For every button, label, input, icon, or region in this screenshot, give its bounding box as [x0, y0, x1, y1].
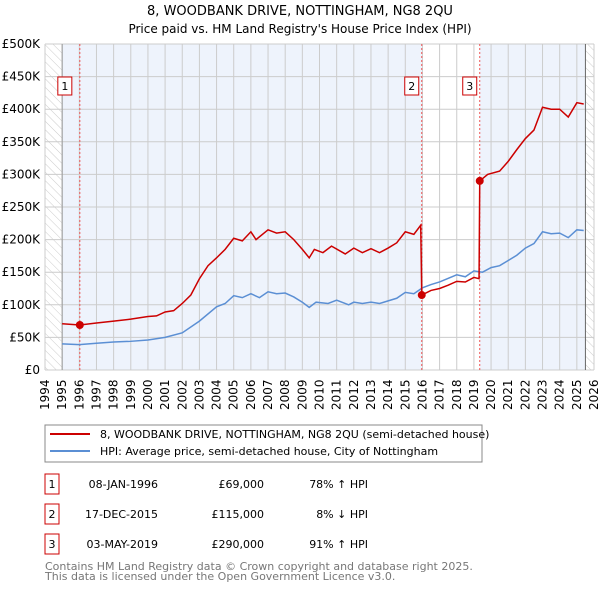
y-tick-label: £350K — [2, 135, 42, 149]
x-tick-label: 2015 — [398, 379, 412, 410]
x-tick-label: 1995 — [55, 379, 69, 410]
sale-point — [417, 291, 426, 300]
y-tick-label: £50K — [9, 330, 41, 344]
sale-label-box — [404, 76, 420, 96]
chart-subtitle: Price paid vs. HM Land Registry's House … — [128, 22, 471, 36]
x-tick-label: 2010 — [313, 379, 327, 410]
x-tick-label: 2000 — [141, 379, 155, 410]
sale-row-number: 1 — [49, 478, 56, 491]
x-tick-label: 1994 — [38, 379, 52, 410]
x-tick-label: 2011 — [330, 379, 344, 410]
property-price-line — [62, 101, 584, 326]
x-tick-label: 2023 — [536, 379, 550, 410]
footer-line-1: Contains HM Land Registry data © Crown c… — [45, 560, 473, 573]
x-tick-label: 2016 — [415, 379, 429, 410]
x-tick-label: 2012 — [347, 379, 361, 410]
x-tick-label: 2001 — [158, 379, 172, 410]
x-tick-label: 2008 — [278, 379, 292, 410]
sale-label-box — [57, 76, 73, 96]
x-tick-label: 1997 — [89, 379, 103, 410]
footer-line-2: This data is licensed under the Open Gov… — [44, 570, 395, 583]
x-tick-label: 2020 — [484, 379, 498, 410]
x-tick-label: 1999 — [124, 379, 138, 410]
sale-row-number: 2 — [49, 508, 56, 521]
x-tick-label: 1998 — [107, 379, 121, 410]
sale-row-hpi: 8% ↓ HPI — [316, 508, 368, 521]
x-tick-label: 2003 — [192, 379, 206, 410]
y-tick-label: £500K — [2, 37, 42, 51]
sale-row-date: 17-DEC-2015 — [85, 508, 158, 521]
sale-row-badge — [44, 503, 60, 525]
x-tick-label: 2006 — [244, 379, 258, 410]
x-tick-label: 2009 — [295, 379, 309, 410]
y-tick-label: £400K — [2, 102, 42, 116]
sale-row-badge — [44, 473, 60, 495]
sale-label: 1 — [61, 80, 68, 93]
hpi-line — [62, 229, 584, 346]
sale-row-hpi: 91% ↑ HPI — [309, 538, 368, 551]
sale-row-badge — [44, 533, 60, 555]
y-tick-label: £0 — [25, 363, 40, 377]
sale-label: 2 — [408, 80, 415, 93]
x-tick-label: 2025 — [570, 379, 584, 410]
x-tick-label: 2004 — [210, 379, 224, 410]
legend-box — [44, 424, 483, 463]
x-tick-label: 2013 — [364, 379, 378, 410]
x-tick-label: 2018 — [450, 379, 464, 410]
x-tick-label: 2019 — [467, 379, 481, 410]
y-tick-label: £200K — [2, 233, 42, 247]
x-tick-label: 2022 — [518, 379, 532, 410]
sale-row-number: 3 — [49, 538, 56, 551]
x-tick-label: 2017 — [433, 379, 447, 410]
sale-row-price: £290,000 — [212, 538, 265, 551]
x-tick-label: 2005 — [227, 379, 241, 410]
x-tick-label: 2024 — [553, 379, 567, 410]
y-tick-label: £450K — [2, 70, 42, 84]
y-tick-label: £250K — [2, 200, 42, 214]
x-tick-label: 2014 — [381, 379, 395, 410]
x-tick-label: 2021 — [501, 379, 515, 410]
y-tick-label: £300K — [2, 167, 42, 181]
sale-label: 3 — [466, 80, 473, 93]
sale-row-date: 03-MAY-2019 — [86, 538, 158, 551]
y-tick-label: £150K — [2, 265, 42, 279]
x-tick-label: 2002 — [175, 379, 189, 410]
x-tick-label: 2026 — [587, 379, 600, 410]
sale-row-price: £69,000 — [219, 478, 265, 491]
sale-label-box — [462, 76, 478, 96]
sale-row-price: £115,000 — [212, 508, 265, 521]
x-tick-label: 1996 — [72, 379, 86, 410]
sale-row-hpi: 78% ↑ HPI — [309, 478, 368, 491]
sale-row-date: 08-JAN-1996 — [89, 478, 158, 491]
legend-label-hpi: HPI: Average price, semi-detached house,… — [100, 445, 438, 458]
sale-point — [475, 176, 484, 185]
x-tick-label: 2007 — [261, 379, 275, 410]
chart-title: 8, WOODBANK DRIVE, NOTTINGHAM, NG8 2QU — [147, 4, 453, 19]
sale-point — [75, 321, 84, 330]
legend-label-property: 8, WOODBANK DRIVE, NOTTINGHAM, NG8 2QU (… — [100, 428, 489, 441]
y-tick-label: £100K — [2, 298, 42, 312]
